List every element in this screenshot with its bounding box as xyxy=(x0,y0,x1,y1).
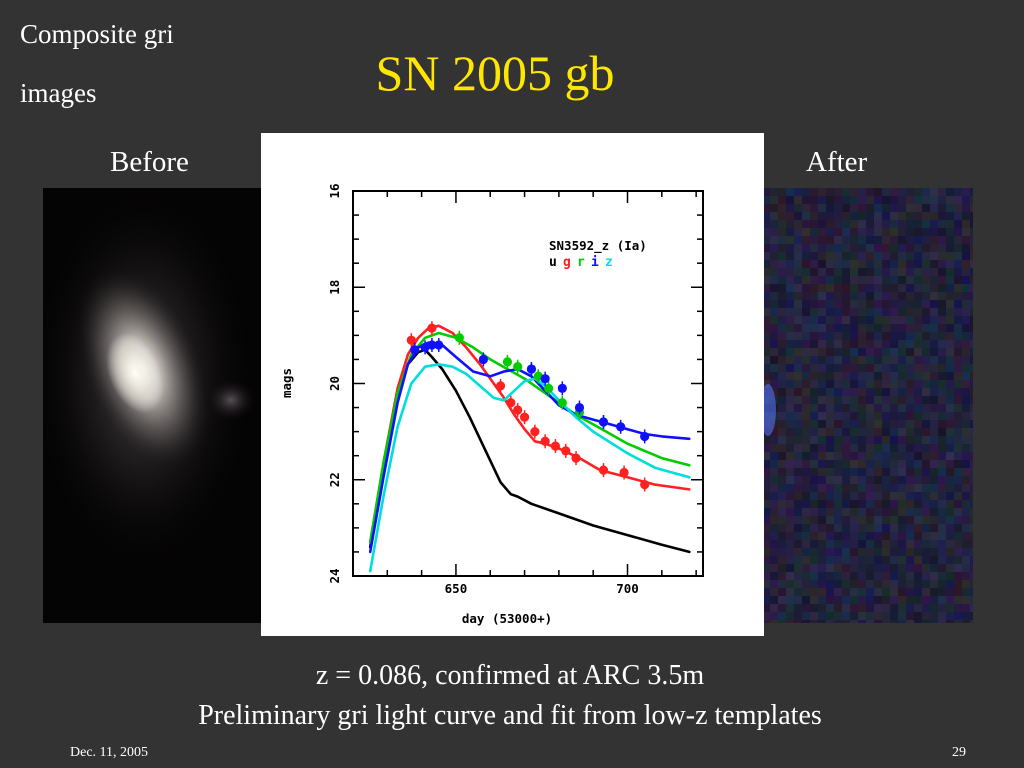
slide-title: SN 2005 gb xyxy=(375,45,615,101)
light-curve-plot: 650 700 16 18 20 22 24 mags day (53000+) SN359… xyxy=(261,133,764,636)
x-axis-label: day (53000+) xyxy=(462,611,552,626)
data-point-i xyxy=(427,340,437,350)
data-point-i xyxy=(574,402,585,413)
data-point-r xyxy=(454,333,464,343)
plot-frame xyxy=(352,190,704,577)
data-point-i xyxy=(616,422,626,432)
slide-number: 29 xyxy=(952,745,966,760)
y-tick-label: 24 xyxy=(327,568,342,583)
caption-line1: z = 0.086, confirmed at ARC 3.5m xyxy=(315,660,705,691)
data-point-g xyxy=(561,446,571,456)
x-tick-label: 700 xyxy=(616,581,639,596)
data-point-i xyxy=(434,340,444,350)
data-point-g xyxy=(427,323,437,333)
x-tick-label: 650 xyxy=(445,581,468,596)
data-point-g xyxy=(513,405,523,415)
before-image xyxy=(43,188,293,623)
data-point-g xyxy=(571,453,581,463)
corner-label-line2: images xyxy=(20,77,97,108)
legend-band-i: i xyxy=(591,255,599,270)
data-point-i xyxy=(557,383,567,393)
legend-band-z: z xyxy=(605,255,613,270)
data-point-g xyxy=(495,381,506,391)
data-point-g xyxy=(550,441,561,451)
caption-line2: Preliminary gri light curve and fit from… xyxy=(198,700,822,731)
legend-band-u: u xyxy=(549,255,557,270)
data-point-g xyxy=(540,436,550,446)
data-point-i xyxy=(640,431,650,442)
light-curve-chart: 650 700 16 18 20 22 24 mags day (53000+) SN359… xyxy=(279,183,704,626)
data-point-r xyxy=(557,398,567,408)
data-point-i xyxy=(410,345,420,355)
data-point-g xyxy=(619,467,629,478)
legend-band-r: r xyxy=(577,255,585,270)
footer-date: Dec. 11, 2005 xyxy=(70,745,149,760)
data-point-i xyxy=(598,417,609,427)
corner-label: Composite gri images xyxy=(20,18,260,136)
data-point-g xyxy=(530,427,540,437)
data-point-r xyxy=(502,357,513,367)
chart-title: SN3592_z (Ia) xyxy=(549,238,647,254)
data-point-r xyxy=(543,383,554,393)
data-point-g xyxy=(640,479,650,490)
y-tick-label: 22 xyxy=(327,472,342,487)
data-point-g xyxy=(598,465,609,475)
data-point-g xyxy=(519,412,530,422)
y-tick-label: 16 xyxy=(327,183,342,198)
y-axis-label: mags xyxy=(279,368,294,398)
before-label: Before xyxy=(110,146,189,178)
data-point-r xyxy=(513,362,523,372)
data-point-i xyxy=(540,374,550,384)
corner-label-line1: Composite gri xyxy=(20,19,174,49)
fit-curve-z xyxy=(368,363,691,573)
y-tick-label: 20 xyxy=(327,376,342,391)
legend-band-g: g xyxy=(563,255,571,270)
after-label: After xyxy=(806,146,868,178)
data-point-i xyxy=(478,354,488,365)
data-point-g xyxy=(406,335,416,345)
data-point-g xyxy=(506,398,516,408)
data-point-i xyxy=(526,364,537,374)
y-tick-label: 18 xyxy=(327,280,342,295)
after-image xyxy=(730,188,973,623)
